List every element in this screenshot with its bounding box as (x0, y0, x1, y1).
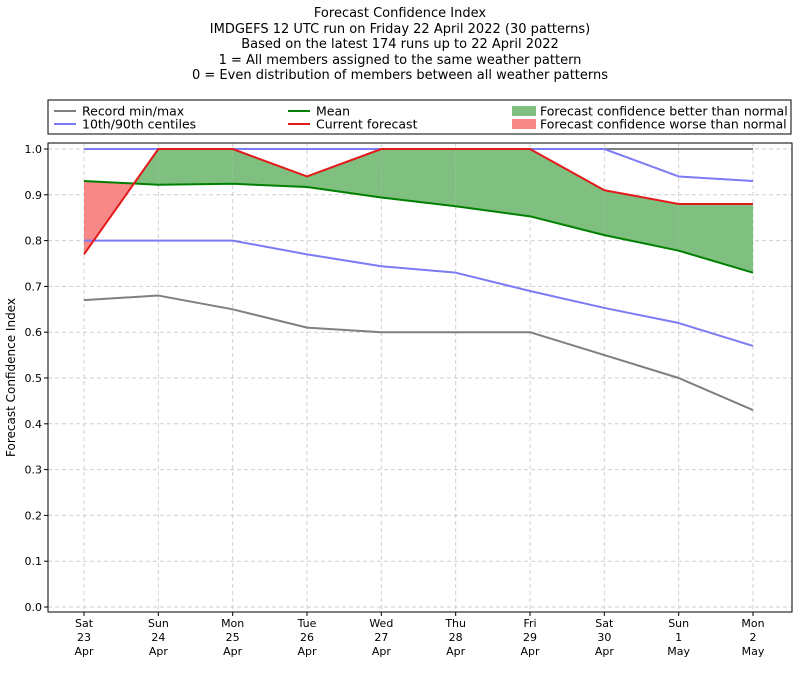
title-line-1: Forecast Confidence Index (313, 6, 487, 21)
legend-label: Mean (316, 104, 350, 119)
legend-swatch-patch (512, 106, 536, 116)
fill-better-than-normal (307, 149, 382, 198)
legend-label: Forecast confidence worse than normal (540, 117, 787, 132)
x-tick-label: Apr (223, 645, 243, 658)
x-tick-label: Thu (444, 617, 466, 630)
y-tick-label: 0.4 (25, 418, 43, 431)
x-tick-label: Fri (523, 617, 536, 630)
title-line-4: 1 = All members assigned to the same wea… (218, 52, 582, 68)
x-tick-label: 25 (226, 631, 240, 644)
title-line-3: Based on the latest 174 runs up to 22 Ap… (241, 37, 559, 52)
x-tick-label: Apr (149, 645, 169, 658)
x-tick-label: 1 (675, 631, 682, 644)
x-tick-label: 27 (374, 631, 388, 644)
y-axis-label: Forecast Confidence Index (4, 298, 18, 457)
axes: 0.00.10.20.30.40.50.60.70.80.91.0Sat23Ap… (4, 143, 765, 658)
fill-better-than-normal (455, 149, 530, 217)
fill-better-than-normal (232, 149, 307, 188)
y-tick-label: 0.2 (25, 509, 43, 522)
x-tick-label: Mon (741, 617, 764, 630)
x-tick-label: 30 (597, 631, 611, 644)
x-tick-label: 26 (300, 631, 314, 644)
x-tick-label: 23 (77, 631, 91, 644)
y-tick-label: 0.5 (25, 372, 43, 385)
legend-label: Forecast confidence better than normal (540, 104, 788, 119)
y-tick-label: 0.6 (25, 326, 43, 339)
legend-swatch-patch (512, 119, 536, 129)
current-forecast-line (83, 148, 753, 255)
x-tick-label: Apr (372, 645, 392, 658)
legend-box (47, 99, 792, 135)
x-tick-label: Apr (446, 645, 466, 658)
x-tick-label: Apr (297, 645, 317, 658)
x-tick-label: Sat (595, 617, 614, 630)
x-tick-label: Apr (520, 645, 540, 658)
fill-better-than-normal (158, 149, 233, 185)
x-tick-label: Sat (75, 617, 94, 630)
fill-better-than-normal (530, 149, 605, 236)
x-tick-label: 2 (750, 631, 757, 644)
legend-label: Record min/max (82, 104, 184, 119)
x-tick-label: Sun (148, 617, 169, 630)
y-tick-label: 0.3 (25, 464, 43, 477)
x-tick-label: 28 (449, 631, 463, 644)
mean-line (83, 180, 754, 274)
legend-label: Current forecast (316, 117, 418, 132)
y-tick-label: 1.0 (25, 143, 43, 156)
y-tick-label: 0.0 (25, 601, 43, 614)
title-line-2: IMDGEFS 12 UTC run on Friday 22 April 20… (209, 21, 591, 37)
y-tick-label: 0.8 (25, 235, 43, 248)
title-line-5: 0 = Even distribution of members between… (191, 68, 609, 83)
legend: Record min/max Mean Forecast confidence be… (47, 99, 792, 135)
record-min-line (83, 294, 754, 411)
x-tick-label: Wed (369, 617, 393, 630)
y-tick-label: 0.9 (25, 189, 43, 202)
fill-better-than-normal (381, 149, 456, 207)
x-tick-label: 24 (151, 631, 165, 644)
x-tick-label: Apr (74, 645, 94, 658)
x-tick-label: Mon (221, 617, 244, 630)
fill-better-than-normal (604, 190, 679, 251)
chart-title: Forecast Confidence Index IMDGEFS 12 UTC… (0, 6, 800, 84)
x-tick-label: May (667, 645, 690, 658)
series-lines (83, 148, 754, 411)
y-tick-label: 0.1 (25, 555, 43, 568)
y-tick-label: 0.7 (25, 280, 43, 293)
x-tick-label: Tue (297, 617, 317, 630)
p10-centile-line (84, 239, 754, 347)
x-tick-label: May (742, 645, 765, 658)
x-tick-label: Apr (595, 645, 615, 658)
x-tick-label: Sun (668, 617, 689, 630)
x-tick-label: 29 (523, 631, 537, 644)
legend-label: 10th/90th centiles (82, 117, 196, 132)
